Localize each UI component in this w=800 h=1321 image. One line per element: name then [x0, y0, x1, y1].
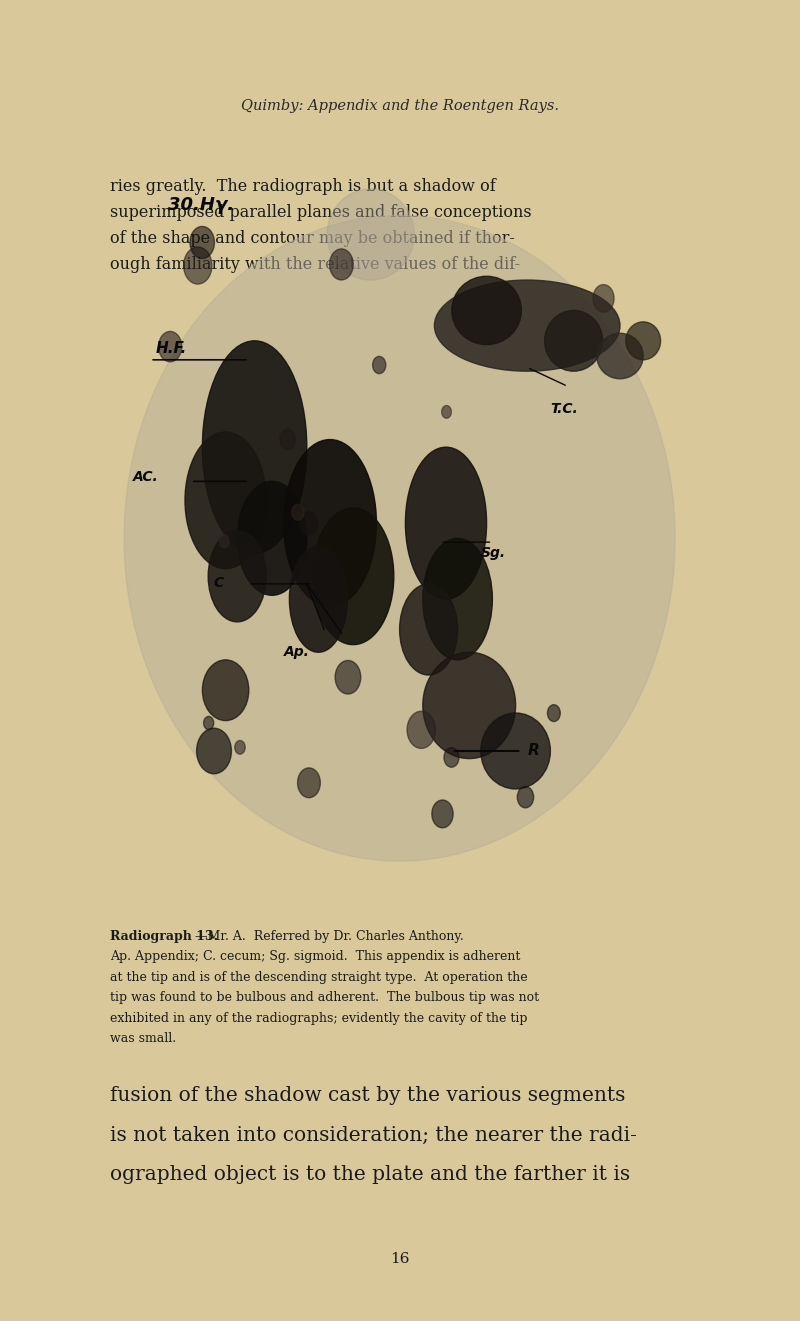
Ellipse shape: [284, 440, 376, 606]
Ellipse shape: [626, 322, 661, 359]
Text: Ap. Appendix; C. cecum; Sg. sigmoid.  This appendix is adherent: Ap. Appendix; C. cecum; Sg. sigmoid. Thi…: [110, 951, 520, 963]
Ellipse shape: [202, 660, 249, 721]
Text: —Mr. A.  Referred by Dr. Charles Anthony.: —Mr. A. Referred by Dr. Charles Anthony.: [195, 930, 464, 943]
Ellipse shape: [185, 432, 266, 569]
Ellipse shape: [434, 280, 620, 371]
Text: tip was found to be bulbous and adherent.  The bulbous tip was not: tip was found to be bulbous and adherent…: [110, 991, 538, 1004]
Circle shape: [184, 247, 212, 284]
Text: H.F.: H.F.: [156, 341, 187, 355]
Ellipse shape: [124, 215, 675, 861]
Circle shape: [442, 406, 451, 419]
Circle shape: [444, 748, 459, 768]
Text: ographed object is to the plate and the farther it is: ographed object is to the plate and the …: [110, 1165, 630, 1184]
Circle shape: [234, 741, 246, 754]
Text: 30.Hγ.: 30.Hγ.: [168, 197, 234, 214]
Text: Radiograph 13.: Radiograph 13.: [110, 930, 218, 943]
Text: ough familiarity with the relative values of the dif-: ough familiarity with the relative value…: [110, 255, 520, 272]
Circle shape: [407, 711, 435, 749]
Ellipse shape: [422, 539, 493, 660]
Text: superimposed parallel planes and false conceptions: superimposed parallel planes and false c…: [110, 203, 531, 221]
Ellipse shape: [208, 531, 266, 622]
Text: of the shape and contour may be obtained if thor-: of the shape and contour may be obtained…: [110, 230, 514, 247]
Circle shape: [432, 801, 453, 828]
Text: Quimby: Appendix and the Roentgen Rays.: Quimby: Appendix and the Roentgen Rays.: [241, 99, 559, 114]
Circle shape: [518, 786, 534, 808]
Text: T.C.: T.C.: [550, 402, 578, 416]
Text: C: C: [214, 576, 224, 590]
Circle shape: [547, 704, 560, 721]
Ellipse shape: [290, 546, 347, 653]
Circle shape: [158, 332, 182, 362]
Ellipse shape: [197, 728, 231, 774]
Circle shape: [373, 357, 386, 374]
Text: is not taken into consideration; the nearer the radi-: is not taken into consideration; the nea…: [110, 1125, 637, 1144]
Circle shape: [190, 226, 214, 259]
Circle shape: [335, 660, 361, 694]
Ellipse shape: [202, 341, 307, 553]
Circle shape: [203, 716, 214, 729]
Ellipse shape: [597, 333, 643, 379]
Circle shape: [292, 505, 304, 520]
Circle shape: [593, 284, 614, 312]
Ellipse shape: [327, 189, 414, 280]
Text: ries greatly.  The radiograph is but a shadow of: ries greatly. The radiograph is but a sh…: [110, 178, 495, 196]
Text: 16: 16: [390, 1252, 410, 1267]
Text: exhibited in any of the radiographs; evidently the cavity of the tip: exhibited in any of the radiographs; evi…: [110, 1012, 527, 1025]
Text: AC.: AC.: [133, 470, 158, 483]
Circle shape: [300, 511, 318, 535]
Text: Ap.: Ap.: [284, 645, 310, 659]
Text: was small.: was small.: [110, 1033, 176, 1045]
Ellipse shape: [423, 653, 516, 758]
Circle shape: [298, 768, 320, 798]
Text: fusion of the shadow cast by the various segments: fusion of the shadow cast by the various…: [110, 1086, 625, 1104]
Circle shape: [330, 248, 354, 280]
Ellipse shape: [481, 713, 550, 789]
Ellipse shape: [400, 584, 458, 675]
Ellipse shape: [406, 446, 486, 600]
Ellipse shape: [313, 509, 394, 645]
Ellipse shape: [545, 310, 602, 371]
Text: R: R: [527, 744, 539, 758]
Text: at the tip and is of the descending straight type.  At operation the: at the tip and is of the descending stra…: [110, 971, 527, 984]
Ellipse shape: [452, 276, 522, 345]
Text: Sg.: Sg.: [481, 546, 506, 560]
Circle shape: [219, 535, 230, 548]
Circle shape: [280, 429, 295, 449]
Ellipse shape: [237, 481, 307, 596]
